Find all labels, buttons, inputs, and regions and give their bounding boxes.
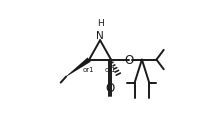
Text: H: H (97, 19, 103, 28)
Polygon shape (66, 57, 91, 77)
Text: or1: or1 (83, 67, 94, 73)
Text: or1: or1 (105, 67, 117, 73)
Text: O: O (106, 82, 115, 95)
Text: O: O (124, 54, 133, 67)
Text: N: N (96, 31, 104, 41)
